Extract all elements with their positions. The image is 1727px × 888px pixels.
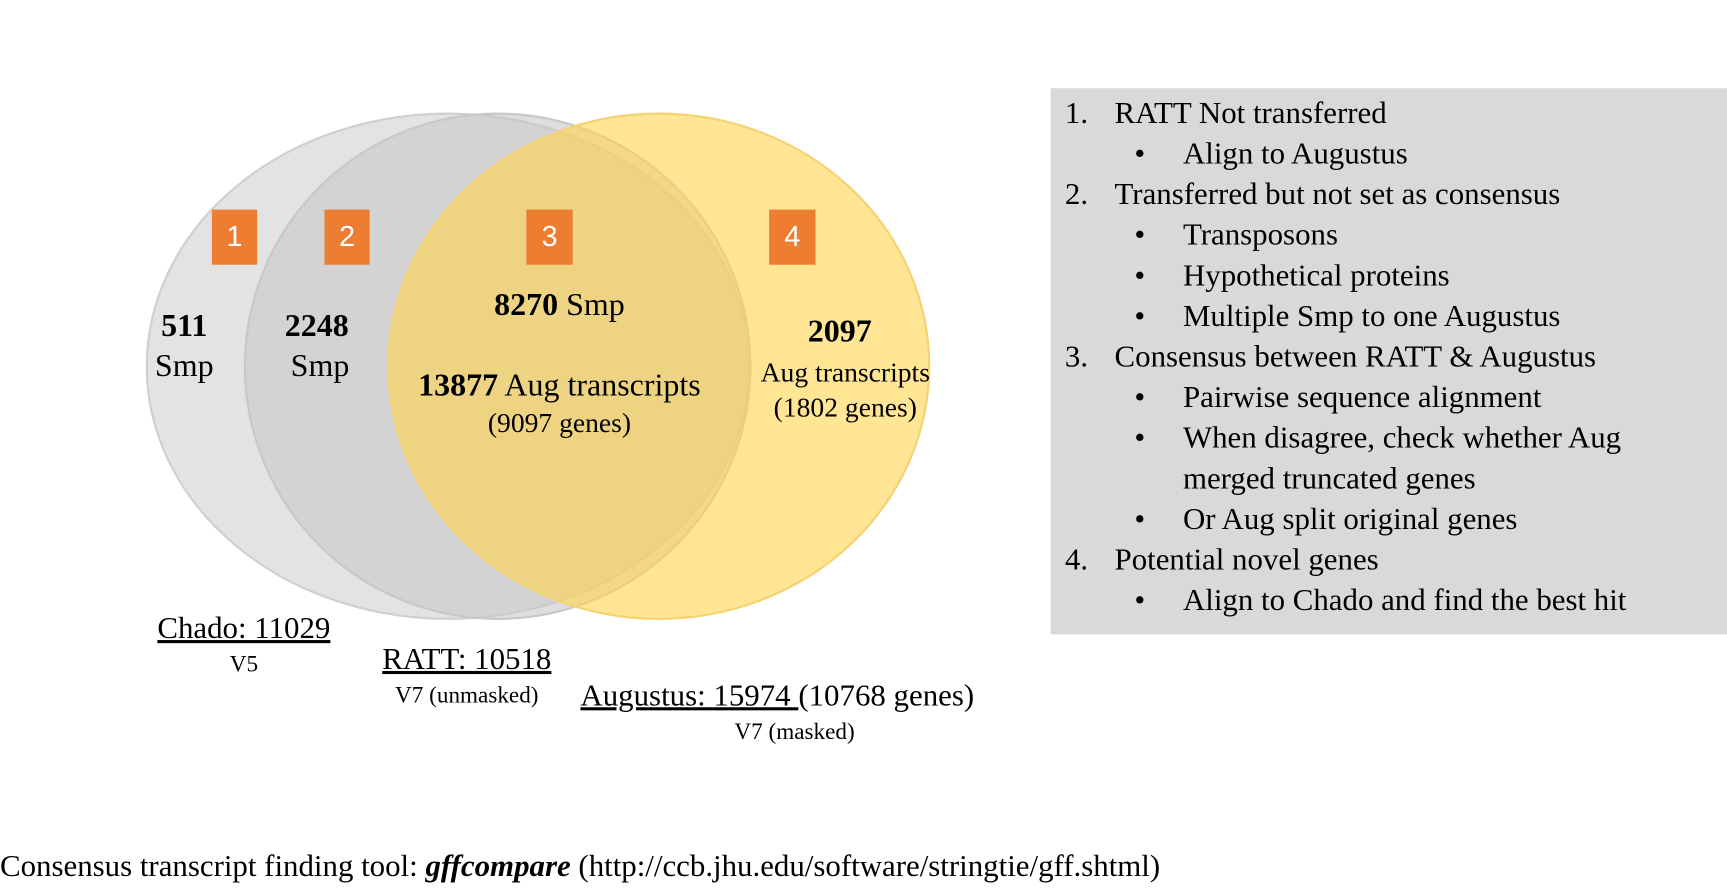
item-number: 3. <box>1065 338 1088 373</box>
smp-line: 8270 Smp <box>494 286 625 322</box>
bullet-text: When disagree, check whether Aug <box>1183 420 1621 455</box>
set-version: V7 (unmasked) <box>395 682 538 708</box>
unit: Aug transcripts <box>761 356 930 387</box>
marker-box <box>526 209 573 265</box>
marker: 1 <box>227 221 243 253</box>
tool-name: gffcompare <box>424 848 571 883</box>
item-number: 1. <box>1065 95 1088 130</box>
item-number: 4. <box>1065 541 1088 576</box>
item-title: RATT Not transferred <box>1115 95 1388 130</box>
bullet-text: Align to Augustus <box>1183 136 1408 171</box>
unit: Smp <box>291 347 350 383</box>
aug-line: 13877 Aug transcripts <box>418 367 701 403</box>
footer: Consensus transcript finding tool: gffco… <box>0 848 1160 883</box>
bullet-text: Pairwise sequence alignment <box>1183 379 1542 414</box>
item-number: 2. <box>1065 176 1088 211</box>
set-version: V7 (masked) <box>734 719 854 745</box>
marker: 3 <box>542 221 558 253</box>
count: 8270 <box>494 286 558 322</box>
bullet-text: Align to Chado and find the best hit <box>1183 582 1627 617</box>
bullet-dot: • <box>1134 257 1145 292</box>
bullet-text: merged truncated genes <box>1183 460 1476 495</box>
set-labels: Chado: 11029 V5 RATT: 10518 V7 (unmasked… <box>157 610 974 745</box>
footer-prefix: Consensus transcript finding tool: <box>0 848 425 883</box>
footer-url: (http://ccb.jhu.edu/software/stringtie/g… <box>571 848 1160 883</box>
bullet-dot: • <box>1134 379 1145 414</box>
bullet-text: Transposons <box>1183 217 1338 252</box>
bullet-dot: • <box>1134 217 1145 252</box>
bullet-text: Hypothetical proteins <box>1183 257 1450 292</box>
unit: Smp <box>155 347 214 383</box>
item-title: Consensus between RATT & Augustus <box>1115 338 1597 373</box>
item-title: Potential novel genes <box>1115 541 1379 576</box>
count: 13877 <box>418 367 498 403</box>
count: 2097 <box>808 313 872 349</box>
marker: 2 <box>339 221 355 253</box>
bullet-dot: • <box>1134 420 1145 455</box>
marker-box <box>211 209 258 265</box>
genes: (1802 genes) <box>774 392 917 423</box>
set-version: V5 <box>230 652 258 678</box>
notes-list: 1. RATT Not transferred • Align to Augustus… <box>1065 95 1627 617</box>
set-label: Chado: 11029 <box>157 610 330 645</box>
count: 2248 <box>285 307 349 343</box>
set-label-line: Augustus: 15974 (10768 genes) <box>580 677 974 712</box>
bullet-dot: • <box>1134 298 1145 333</box>
set-label: Augustus: 15974 <box>580 677 798 712</box>
region-labels: 511 Smp 2248 Smp 8270 Smp 13877 Aug tran… <box>155 286 930 438</box>
genes: (9097 genes) <box>488 407 631 438</box>
unit: Aug transcripts <box>498 367 701 403</box>
bullet-dot: • <box>1134 582 1145 617</box>
bullet-dot: • <box>1134 136 1145 171</box>
region-markers: 1 2 3 4 <box>211 209 816 265</box>
marker: 4 <box>784 221 800 253</box>
bullet-dot: • <box>1134 501 1145 536</box>
item-title: Transferred but not set as consensus <box>1115 176 1561 211</box>
bullet-text: Or Aug split original genes <box>1183 501 1518 536</box>
marker-box <box>769 209 816 265</box>
set-extra: (10768 genes) <box>798 677 974 712</box>
notes-panel <box>1050 88 1727 635</box>
bullet-text: Multiple Smp to one Augustus <box>1183 298 1560 333</box>
count: 511 <box>161 307 207 343</box>
set-label: RATT: 10518 <box>382 641 551 676</box>
unit: Smp <box>558 286 625 322</box>
marker-box <box>324 209 370 265</box>
